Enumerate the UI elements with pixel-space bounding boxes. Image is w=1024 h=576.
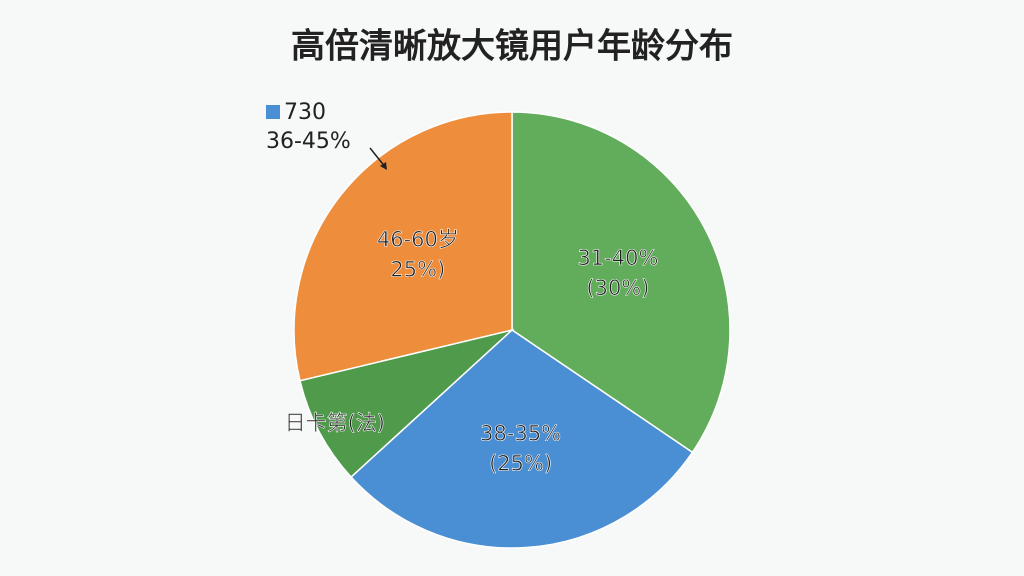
- pie-slice: [349, 329, 694, 549]
- annotation-arrowhead: [380, 162, 387, 170]
- value-label: (25%): [489, 452, 552, 476]
- annotation-swatch: [266, 105, 280, 119]
- slice-label: 46-60岁: [377, 228, 459, 252]
- annotation: 730: [284, 100, 326, 125]
- pie: 31-40% (30%) 38-35% (25%) 日卡第(法) 46-60岁 25%): [284, 111, 731, 549]
- pie-slice: [299, 328, 515, 479]
- value-label: (30%): [586, 276, 649, 300]
- chart-title: 高倍清晰放大镜用户年龄分布: [291, 27, 733, 67]
- pie-slice: [293, 111, 513, 382]
- annotation: 36-45%: [266, 129, 351, 154]
- slice-label: 38-35%: [480, 422, 561, 446]
- pie-slice: [511, 111, 731, 454]
- slice-label: 日卡第(法): [285, 411, 385, 435]
- slice-label: 31-40%: [577, 246, 658, 270]
- value-label: 25%): [390, 258, 445, 282]
